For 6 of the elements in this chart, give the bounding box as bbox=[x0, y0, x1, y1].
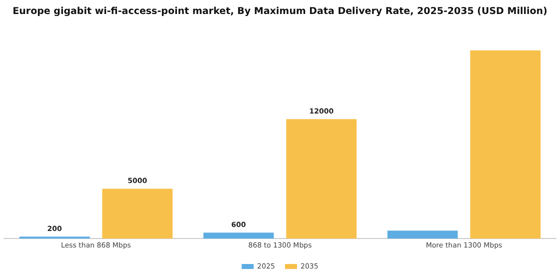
bar bbox=[102, 188, 173, 239]
bar bbox=[286, 119, 357, 239]
bar bbox=[387, 230, 458, 239]
bar bbox=[203, 232, 274, 239]
bar bbox=[470, 50, 541, 239]
chart-title: Europe gigabit wi-fi-access-point market, By Maximum Data Delivery Rate, 2025-2035 (USD Million) bbox=[12, 6, 548, 18]
